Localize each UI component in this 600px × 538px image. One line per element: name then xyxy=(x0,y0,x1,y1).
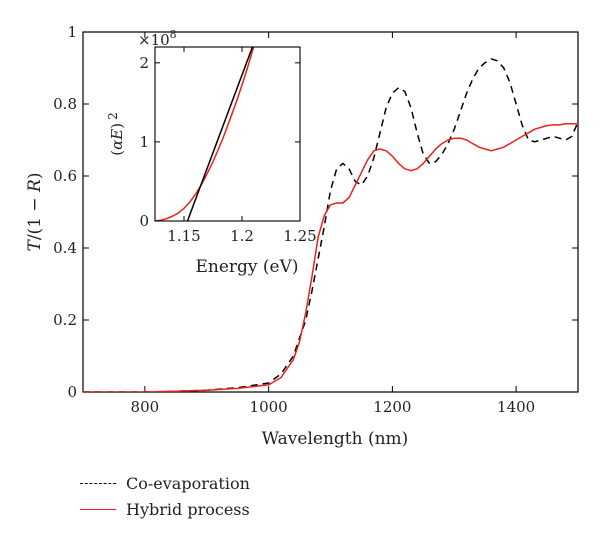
inset-y-tick-label: 2 xyxy=(139,54,149,72)
x-axis-title: Wavelength (nm) xyxy=(262,429,409,449)
inset-series-group xyxy=(155,47,255,221)
inset-plot-frame xyxy=(154,46,301,222)
main-y-tick-label: 0.4 xyxy=(53,239,77,257)
inset-y-title-power: 2 xyxy=(106,112,120,120)
main-axis-ticks: 800 1000 1200 1400 0 0.2 0.4 0.6 0.8 1 xyxy=(53,23,578,416)
y-axis-title: T/(1 − R) xyxy=(25,172,45,251)
inset-x-axis-title: Energy (eV) xyxy=(195,257,298,277)
inset-y-title-close: ) xyxy=(108,123,126,129)
chart-figure: 800 1000 1200 1400 0 0.2 0.4 0.6 0.8 1 Wavelength… xyxy=(25,23,579,449)
inset-series-line-0 xyxy=(155,47,255,221)
main-series-group xyxy=(83,58,578,392)
main-plot-frame xyxy=(82,31,579,393)
y-axis-title-part-mid: /(1 − xyxy=(25,192,45,240)
inset-y-tick-label: 1 xyxy=(139,133,149,151)
inset-multiplier: ×108 xyxy=(138,28,177,49)
main-y-tick-label: 0.8 xyxy=(53,95,77,113)
y-axis-title-part-r: R xyxy=(25,179,45,193)
inset-axis-ticks: 1.15 1.2 1.25 0 1 2 xyxy=(139,47,317,245)
y-axis-title-part-t: T xyxy=(25,239,45,252)
main-series-co-evaporation xyxy=(83,58,578,392)
inset-x-tick-label: 1.25 xyxy=(283,227,316,245)
legend-swatch-solid-red xyxy=(80,508,116,510)
main-y-tick-label: 0.2 xyxy=(53,311,77,329)
main-y-tick-label: 0 xyxy=(67,383,77,401)
legend-item-co-evaporation: Co-evaporation xyxy=(80,470,250,496)
main-series-hybrid-process xyxy=(83,123,578,392)
inset-series-line-1 xyxy=(186,47,254,221)
legend-swatch-dashed xyxy=(80,482,116,484)
legend-label-hybrid-process: Hybrid process xyxy=(126,499,250,519)
inset-multiplier-exponent: 8 xyxy=(170,28,177,41)
y-axis-title-part-close: ) xyxy=(25,172,45,179)
inset-y-axis-title: (αE) 2 xyxy=(106,112,126,155)
legend-item-hybrid-process: Hybrid process xyxy=(80,496,250,522)
inset-x-tick-label: 1.2 xyxy=(230,227,254,245)
inset-y-title-alpha-e: αE xyxy=(108,129,126,150)
main-x-tick-label: 800 xyxy=(131,398,160,416)
inset-x-tick-label: 1.15 xyxy=(167,227,200,245)
main-x-tick-label: 1200 xyxy=(373,398,411,416)
main-x-tick-label: 1400 xyxy=(497,398,535,416)
inset-background xyxy=(155,47,300,221)
inset-y-tick-label: 0 xyxy=(139,212,149,230)
legend: Co-evaporation Hybrid process xyxy=(80,470,250,522)
inset-y-title-open: ( xyxy=(108,150,126,156)
main-y-tick-label: 1 xyxy=(67,23,77,41)
legend-label-co-evaporation: Co-evaporation xyxy=(126,473,250,493)
main-x-tick-label: 1000 xyxy=(250,398,288,416)
inset-multiplier-base: ×10 xyxy=(138,31,170,49)
main-y-tick-label: 0.6 xyxy=(53,167,77,185)
